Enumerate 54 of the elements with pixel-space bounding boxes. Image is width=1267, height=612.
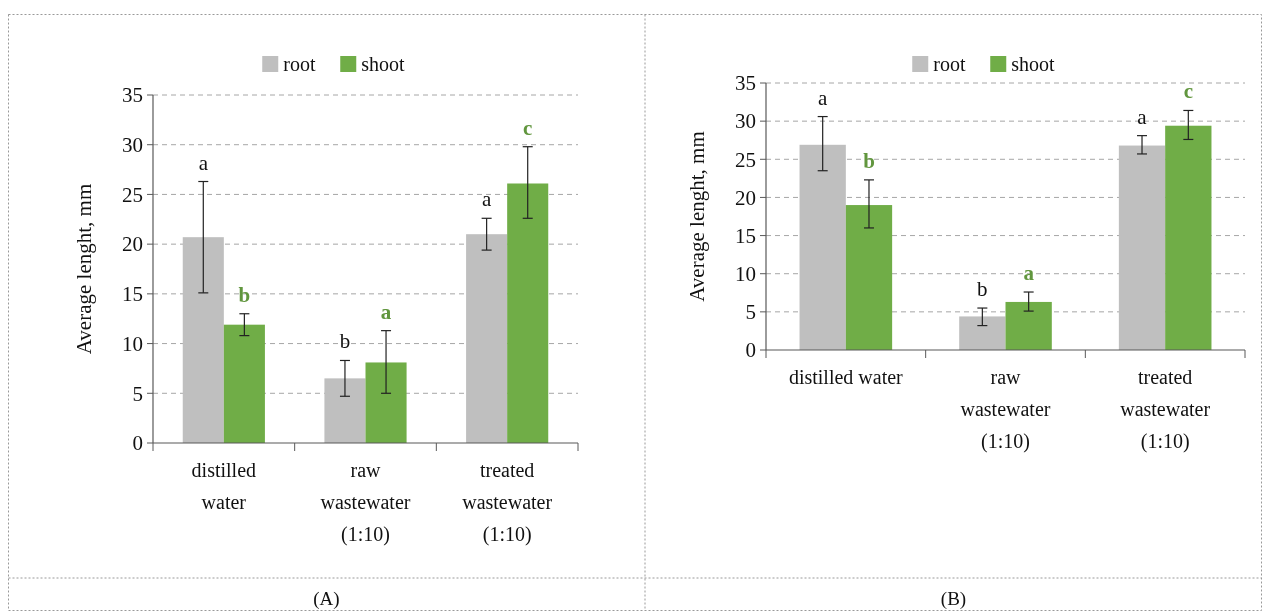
x-tick-label: distilled water	[191, 459, 257, 513]
annotation: a	[481, 187, 492, 212]
bar	[365, 362, 407, 443]
text: (A)	[313, 587, 340, 610]
annotation: a	[1023, 261, 1035, 286]
bar	[466, 234, 508, 443]
bar	[1165, 125, 1212, 350]
bar	[799, 144, 846, 350]
annotation: c	[523, 115, 533, 140]
annotation: b	[863, 148, 875, 173]
annotation: a	[1137, 104, 1148, 129]
x-tick-label: raw wastewater (1:10)	[320, 459, 411, 546]
y-tick-label: 30	[735, 109, 756, 134]
y-tick-label: 10	[735, 262, 756, 287]
y-axis-title: Average lenght, mm	[685, 131, 709, 302]
bar	[223, 324, 265, 443]
y-tick-label: 30	[122, 133, 143, 158]
annotation: b	[238, 282, 251, 307]
y-tick-label: 0	[132, 431, 143, 456]
y-tick-label: 35	[735, 71, 756, 96]
y-tick-label: 0	[745, 338, 756, 363]
y-tick-label: 25	[735, 147, 756, 172]
annotation: b	[339, 329, 351, 354]
y-tick-label: 25	[122, 182, 143, 207]
bar	[1005, 301, 1052, 350]
y-tick-label: 5	[745, 300, 756, 325]
legend-label: shoot	[1011, 53, 1056, 75]
text: (B)	[940, 587, 967, 610]
y-tick-label: 5	[132, 381, 143, 406]
x-tick-label: treated wastewater (1:10)	[1120, 366, 1211, 453]
bar	[845, 205, 893, 350]
bar	[1118, 145, 1166, 350]
annotation: a	[380, 299, 392, 324]
y-tick-label: 35	[122, 83, 143, 108]
y-tick-label: 10	[122, 331, 143, 356]
y-tick-label: 20	[122, 232, 143, 257]
bar	[324, 378, 366, 443]
y-tick-label: 20	[735, 185, 756, 210]
y-axis-title: Average lenght, mm	[72, 183, 96, 355]
annotation: b	[977, 277, 988, 302]
legend-label: shoot	[361, 53, 406, 75]
x-tick-label: treated wastewater (1:10)	[462, 459, 553, 546]
legend-label: root	[283, 53, 316, 75]
bar	[182, 237, 224, 443]
bar	[507, 183, 549, 443]
legend-label: root	[933, 53, 966, 75]
annotation: a	[198, 150, 209, 175]
x-tick-label: raw wastewater (1:10)	[960, 366, 1051, 453]
y-tick-label: 15	[122, 282, 143, 307]
x-tick-label: distilled water	[788, 366, 904, 388]
y-tick-label: 15	[735, 223, 756, 248]
annotation: a	[818, 85, 829, 110]
bar	[959, 316, 1006, 350]
annotation: c	[1183, 79, 1193, 104]
